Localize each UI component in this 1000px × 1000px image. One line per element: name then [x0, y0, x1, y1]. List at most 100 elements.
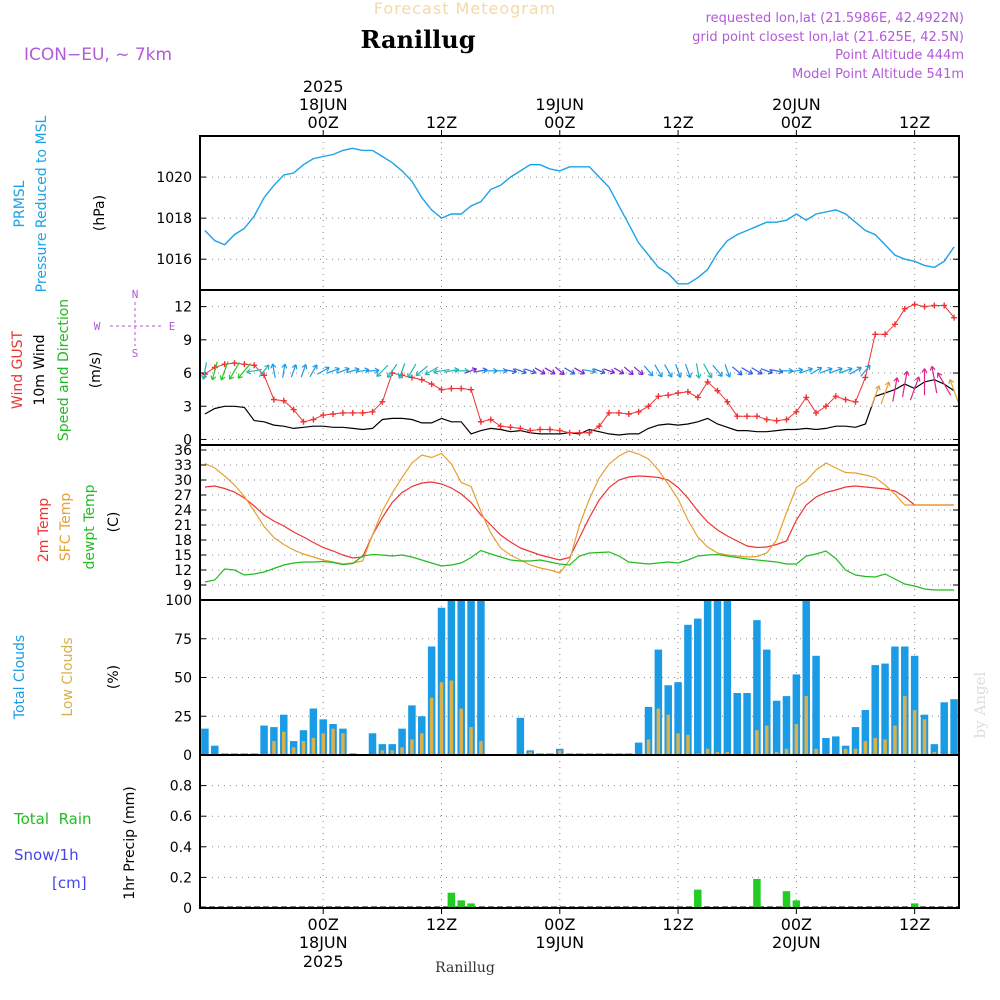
wind-arrow-shaft [346, 368, 360, 374]
wind-arrow-head [228, 374, 235, 380]
total-cloud-bar [654, 649, 663, 754]
top-time-label: 00Z [308, 113, 339, 132]
low-cloud-bar [390, 750, 394, 754]
wind-arrow [909, 376, 921, 401]
low-cloud-bar [883, 739, 887, 754]
clouds-panel: 0 25 50 75 100 [165, 593, 960, 764]
wind-arrow [741, 367, 754, 375]
wind-unit: (m/s) [88, 352, 104, 389]
total-cloud-bar [467, 600, 475, 754]
wind-arrow [407, 363, 417, 379]
wind-arrow-head [707, 373, 713, 379]
wind-gust-marker [842, 396, 849, 403]
total-cloud-bar [565, 753, 574, 754]
wind-arrow-head [936, 372, 943, 378]
wind-arrow [201, 362, 208, 380]
wind-gust-marker [744, 413, 751, 420]
pressure-axis-titles: PRMSL Pressure Reduced to MSL (hPa) [12, 115, 108, 292]
wind-arrow [465, 367, 477, 374]
low-cloud-bar [291, 747, 296, 754]
wind-arrow-head [210, 375, 217, 381]
wind-arrow [281, 363, 288, 378]
wind-arrow-head [559, 369, 565, 376]
total-cloud-bar [743, 693, 751, 754]
wind-arrow-shaft [770, 369, 783, 373]
wind-arrow [415, 365, 428, 377]
rain-bar [457, 900, 465, 908]
wind-arrow-head [865, 364, 871, 371]
wind-arrow-shaft [654, 364, 663, 378]
wind-arrow [810, 366, 823, 375]
wind-arrow-shaft [937, 372, 952, 396]
wind-arrow [336, 366, 350, 374]
wind-arrow-head [374, 367, 380, 374]
wind-arrow [880, 381, 891, 405]
temperature-ytick-label: 24 [174, 503, 192, 519]
total-cloud-bar [220, 753, 229, 754]
wind-arrow-head [816, 366, 823, 373]
temperature-ytick-label: 12 [174, 563, 192, 579]
wind-arrow-head [531, 368, 537, 375]
wind-arrow-shaft [564, 367, 576, 375]
wind-gust-marker [339, 409, 346, 416]
wind-arrow [695, 363, 702, 379]
wind-arrow-head [667, 372, 673, 378]
low-cloud-bar [932, 751, 937, 754]
wind-arrow [870, 385, 881, 408]
wind-arrow-head [874, 385, 881, 391]
low-cloud-bar [893, 725, 897, 754]
wind-gust-marker [625, 411, 632, 417]
wind-gust-marker [448, 385, 455, 392]
wind-arrow [603, 368, 615, 375]
total-cloud-bar [812, 655, 820, 754]
wind-arrow [433, 368, 450, 375]
wind-arrow-head [747, 369, 754, 375]
pressure-line [204, 147, 955, 285]
wind-arrow-head [281, 363, 288, 369]
low-cloud-bar [912, 710, 917, 754]
total-cloud-bar [447, 600, 456, 754]
low-cloud-bar [272, 741, 276, 754]
wind-arrow-shaft [574, 367, 585, 375]
clouds-ytick-label: 0 [183, 748, 192, 764]
plot-panels: 1016101810200369129121518212427303336025… [156, 135, 960, 917]
wind-arrow [849, 366, 862, 375]
total-cloud-bar [437, 607, 446, 754]
total-cloud-bar [822, 737, 830, 754]
wind-gust-marker [862, 374, 869, 381]
top-year-label: 2025 [303, 77, 344, 96]
wind-arrow [829, 366, 843, 374]
wind-arrow [712, 364, 723, 377]
wind-arrow-shaft [433, 368, 450, 373]
wind-gust-marker [882, 331, 889, 338]
wind-arrow [948, 378, 959, 403]
wind-gust-marker [546, 426, 553, 433]
compass-rose: N S W E [94, 288, 176, 360]
wind-arrow [564, 367, 576, 375]
bottom-time-label: 00Z [781, 915, 812, 934]
low-cloud-bar [715, 751, 720, 754]
wind-arrow-head [737, 370, 743, 376]
rain-bar [467, 903, 475, 908]
wind-ytick-label: 9 [183, 333, 192, 349]
wind-gust-marker [290, 406, 297, 413]
wind-arrow-head [397, 373, 404, 379]
total-cloud-bar [871, 665, 879, 754]
wind-arrow-head [847, 366, 853, 373]
low-cloud-bar [469, 727, 473, 754]
temperature-ytick-label: 30 [174, 473, 192, 489]
wind-arrow-shaft [229, 362, 240, 380]
low-cloud-bar [705, 748, 710, 754]
wind-arrow-shaft [703, 363, 713, 379]
wind-arrow-head [219, 375, 226, 381]
wind-gust-marker [280, 397, 287, 404]
wind-arrow [246, 368, 262, 375]
total-cloud-bar [408, 705, 416, 754]
precip-axis-titles: Total Rain Snow/1h [cm] 1hr Precip (mm) [13, 786, 138, 899]
wind-gust-marker [468, 386, 475, 393]
wind-ytick-label: 3 [183, 399, 192, 415]
temperature-ytick-label: 33 [174, 458, 192, 474]
total-cloud-bar [230, 753, 239, 754]
wind-gust-marker [556, 427, 563, 434]
rain-bar [782, 891, 791, 908]
